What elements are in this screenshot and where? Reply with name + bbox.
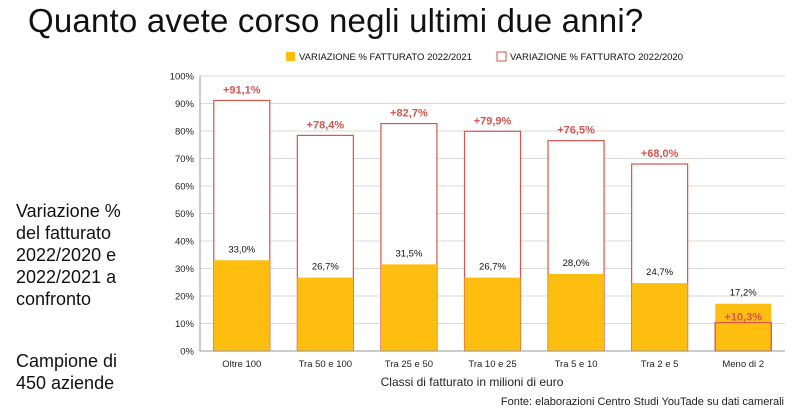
- side-note-line: 450 aziende: [16, 373, 115, 393]
- y-tick-label: 50%: [175, 209, 195, 220]
- bar-2022-2021: [631, 283, 688, 351]
- data-label-2022-2021: 31,5%: [395, 248, 422, 259]
- bar-2022-2021: [464, 277, 521, 351]
- y-tick-label: 70%: [175, 154, 195, 165]
- data-label-2022-2021: 33,0%: [228, 244, 255, 255]
- y-tick-label: 30%: [175, 264, 195, 275]
- data-label-2022-2021: 26,7%: [479, 262, 506, 273]
- bar-2022-2021: [213, 260, 270, 351]
- data-label-2022-2021: 24,7%: [646, 267, 673, 278]
- x-tick-label: Meno di 2: [722, 359, 764, 370]
- side-note-line: Variazione %: [16, 201, 121, 221]
- x-tick-label: Tra 50 e 100: [299, 359, 353, 370]
- y-tick-label: 40%: [175, 237, 195, 248]
- data-label-2022-2020: +91,1%: [223, 84, 261, 96]
- side-note-line: 2022/2020 e: [16, 245, 117, 265]
- side-note-line: 2022/2021 a: [16, 267, 117, 287]
- source-note: Fonte: elaborazioni Centro Studi YouTade…: [500, 396, 784, 408]
- data-label-2022-2020: +68,0%: [641, 148, 679, 160]
- y-tick-label: 10%: [175, 319, 195, 330]
- data-label-2022-2020: +10,3%: [724, 312, 762, 324]
- side-note-description: Variazione % del fatturato 2022/2020 e 2…: [16, 200, 121, 310]
- y-tick-label: 100%: [170, 72, 195, 83]
- bar-2022-2021: [715, 303, 772, 351]
- data-label-2022-2021: 28,0%: [563, 258, 590, 269]
- legend-swatch-2022-2021: [286, 52, 295, 61]
- bar-2022-2021: [380, 264, 437, 351]
- side-note-line: del fatturato: [16, 223, 112, 243]
- data-label-2022-2020: +78,4%: [307, 119, 345, 131]
- data-labels-layer: 33,0% +91,1% 26,7% +78,4% 31,5% +82,7% 26,7% +7…: [223, 84, 762, 323]
- data-label-2022-2020: +76,5%: [557, 125, 595, 137]
- y-tick-label: 80%: [175, 127, 195, 138]
- side-note-sample: Campione di 450 aziende: [16, 350, 117, 394]
- data-label-2022-2021: 26,7%: [312, 262, 339, 273]
- bar-2022-2021: [297, 277, 354, 351]
- legend-label-2022-2021: VARIAZIONE % FATTURATO 2022/2021: [299, 52, 472, 63]
- side-note-line: Campione di: [16, 351, 118, 371]
- data-label-2022-2020: +79,9%: [474, 115, 512, 127]
- x-axis-title: Classi di fatturato in milioni di euro: [381, 375, 564, 389]
- axis-layer: 0% 10% 20% 30% 40% 50% 60% 70% 80% 90% 100% Oltre 1…: [170, 72, 785, 370]
- y-tick-label: 20%: [175, 292, 195, 303]
- y-tick-label: 60%: [175, 182, 195, 193]
- page-title: Quanto avete corso negli ultimi due anni…: [28, 2, 644, 39]
- x-tick-label: Oltre 100: [222, 359, 261, 370]
- legend-label-2022-2020: VARIAZIONE % FATTURATO 2022/2020: [510, 52, 683, 63]
- y-tick-label: 0%: [180, 347, 194, 358]
- legend: VARIAZIONE % FATTURATO 2022/2021 VARIAZI…: [286, 51, 683, 63]
- side-note-line: confronto: [16, 289, 92, 309]
- legend-swatch-2022-2020: [496, 51, 507, 62]
- bar-2022-2021: [548, 274, 605, 351]
- series-2022-2021-layer: [213, 260, 772, 352]
- data-label-2022-2020: +82,7%: [390, 108, 428, 120]
- x-tick-label: Tra 5 e 10: [555, 359, 598, 370]
- x-tick-label: Tra 2 e 5: [641, 359, 679, 370]
- data-label-2022-2021: 17,2%: [730, 288, 757, 299]
- y-tick-label: 90%: [175, 99, 195, 110]
- x-tick-label: Tra 25 e 50: [385, 359, 433, 370]
- x-tick-label: Tra 10 e 25: [468, 359, 516, 370]
